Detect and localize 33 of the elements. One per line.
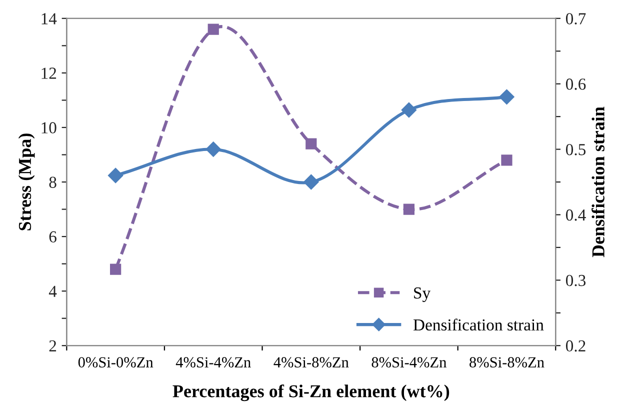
- x-axis-title: Percentages of Si-Zn element (wt%): [172, 384, 450, 402]
- point: [306, 138, 317, 150]
- x-tick-label: 4%Si-8%Zn: [274, 357, 349, 368]
- y-tick-label: 4: [48, 286, 57, 297]
- y-tick-label: 2: [49, 340, 56, 352]
- y2-tick-label: 0.2: [566, 340, 586, 352]
- y2-tick-label: 0.6: [566, 78, 586, 90]
- x-tick-label: 0%Si-0%Zn: [78, 357, 154, 368]
- point: [208, 24, 219, 35]
- point: [403, 204, 414, 215]
- y2-tick-label: 0.7: [566, 13, 586, 24]
- x-tick-label: 8%Si-8%Zn: [470, 357, 544, 368]
- y-tick-label: 10: [42, 122, 56, 134]
- y2-tick-label: 0.5: [566, 144, 586, 156]
- y-tick-label: 6: [49, 231, 56, 242]
- point: [401, 102, 417, 118]
- y2-tick-label: 0.4: [566, 209, 586, 221]
- y-tick-label: 12: [42, 68, 56, 79]
- point: [499, 89, 514, 105]
- x-tick-label: 8%Si-4%Zn: [372, 357, 446, 368]
- legend-label: Sy: [414, 287, 431, 302]
- point: [304, 174, 319, 190]
- point: [206, 142, 221, 157]
- y-tick-label: 14: [42, 13, 57, 24]
- point: [501, 154, 512, 166]
- point: [108, 168, 124, 184]
- legend-label: Densification strain: [413, 318, 544, 331]
- y-axis-title: Stress (Mpa): [18, 134, 35, 230]
- y-tick-label: 8: [49, 176, 56, 188]
- point: [110, 264, 122, 275]
- x-tick-label: 4%Si-4%Zn: [176, 357, 251, 368]
- y2-tick-label: 0.3: [566, 274, 586, 286]
- y2-axis-title: Densification strain: [592, 106, 604, 258]
